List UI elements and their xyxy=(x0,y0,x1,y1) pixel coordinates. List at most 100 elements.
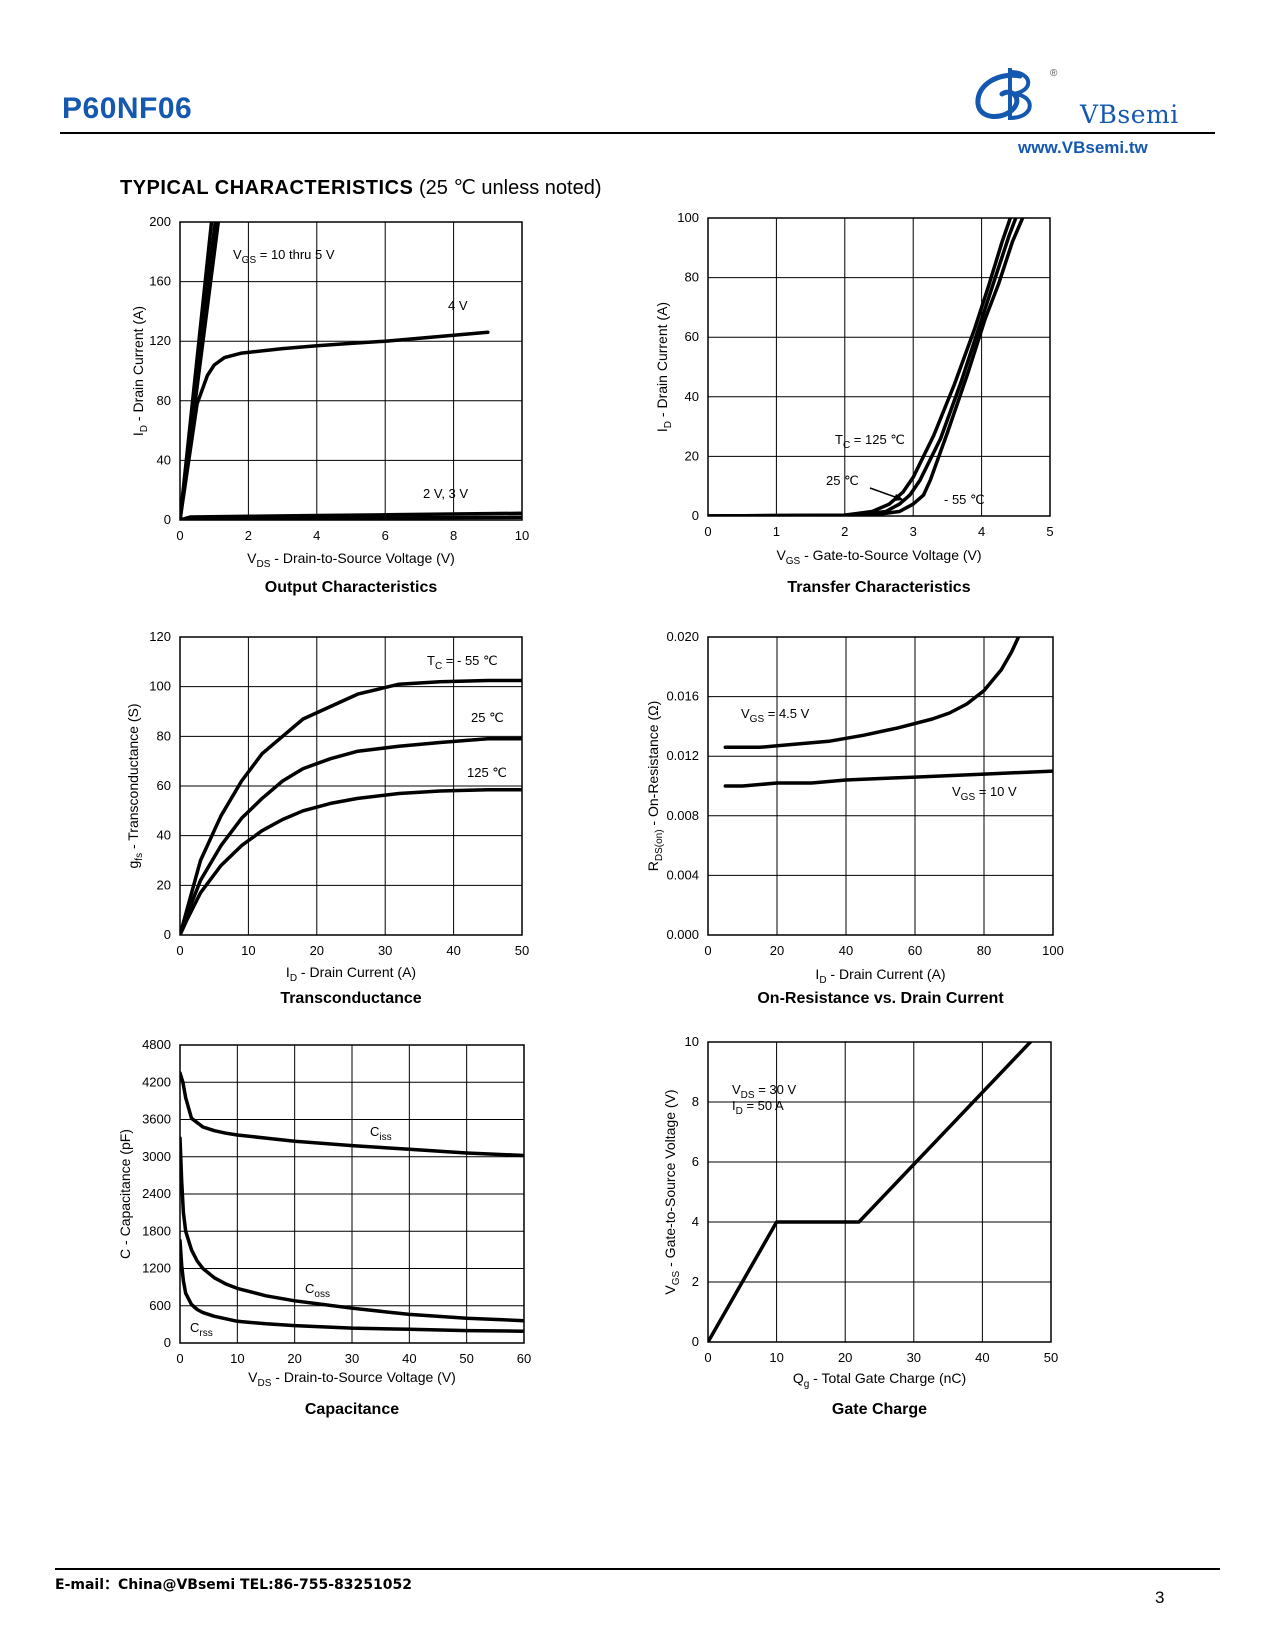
y-tick-label: 80 xyxy=(157,393,171,408)
plot-frame xyxy=(179,636,523,936)
y-tick-label: 3000 xyxy=(142,1149,171,1164)
x-tick-label: 20 xyxy=(310,943,324,958)
series-annotation: Coss xyxy=(305,1281,330,1300)
y-tick-label: 2 xyxy=(692,1274,699,1289)
y-tick-label: 200 xyxy=(149,214,171,229)
x-tick-label: 0 xyxy=(704,524,711,539)
plot-frame xyxy=(707,1041,1052,1343)
y-tick-label: 120 xyxy=(149,629,171,644)
series-line-2 xyxy=(180,1136,524,1323)
series-line-5 xyxy=(180,511,522,520)
y-tick-label: 0.016 xyxy=(666,689,699,704)
y-tick-label: 0.020 xyxy=(666,629,699,644)
page-number: 3 xyxy=(1155,1588,1165,1607)
series-annotation: ID = 50 A xyxy=(732,1098,784,1117)
y-tick-label: 0.000 xyxy=(666,927,699,942)
x-tick-label: 4 xyxy=(313,528,320,543)
y-tick-label: 120 xyxy=(149,333,171,348)
y-tick-label: 0 xyxy=(164,512,171,527)
y-tick-label: 0 xyxy=(692,508,699,523)
plot-frame xyxy=(707,217,1051,517)
section-title-rest: (25 ℃ unless noted) xyxy=(418,177,602,199)
series-annotation: 125 ℃ xyxy=(467,765,507,780)
series-line-6 xyxy=(180,515,522,520)
x-tick-label: 0 xyxy=(176,1351,183,1366)
series-line-1 xyxy=(180,1071,524,1158)
section-title-bold: TYPICAL CHARACTERISTICS xyxy=(120,177,414,199)
y-tick-label: 4800 xyxy=(142,1037,171,1052)
series-annotation: Crss xyxy=(190,1320,213,1339)
chart-title: Capacitance xyxy=(305,1401,399,1418)
vbsemi-logo: VBsemi ® xyxy=(975,66,1215,158)
section-title: TYPICAL CHARACTERISTICS (25 ℃ unless not… xyxy=(120,175,602,200)
x-tick-label: 40 xyxy=(402,1351,416,1366)
x-tick-label: 10 xyxy=(230,1351,244,1366)
x-tick-label: 20 xyxy=(287,1351,301,1366)
x-tick-label: 10 xyxy=(769,1350,783,1365)
x-tick-label: 2 xyxy=(841,524,848,539)
x-tick-label: 30 xyxy=(345,1351,359,1366)
registered-mark: ® xyxy=(1050,68,1058,79)
x-tick-label: 5 xyxy=(1046,524,1053,539)
y-axis-label: VGS - Gate-to-Source Voltage (V) xyxy=(662,1089,682,1294)
series-line-3 xyxy=(180,787,522,935)
x-tick-label: 4 xyxy=(978,524,985,539)
x-tick-label: 0 xyxy=(704,943,711,958)
x-tick-label: 3 xyxy=(910,524,917,539)
y-tick-label: 20 xyxy=(157,877,171,892)
x-axis-label: ID - Drain Current (A) xyxy=(815,966,945,986)
series-line-3 xyxy=(180,1238,524,1333)
x-tick-label: 0 xyxy=(176,528,183,543)
series-annotation: 2 V, 3 V xyxy=(423,486,468,501)
y-tick-label: 60 xyxy=(685,329,699,344)
plot-frame xyxy=(179,1044,525,1344)
x-axis-label: Qg - Total Gate Charge (nC) xyxy=(793,1370,966,1390)
y-tick-label: 2400 xyxy=(142,1186,171,1201)
chart-title: Transconductance xyxy=(280,990,421,1007)
x-tick-label: 30 xyxy=(378,943,392,958)
y-tick-label: 0 xyxy=(692,1334,699,1349)
x-tick-label: 0 xyxy=(176,943,183,958)
x-tick-label: 50 xyxy=(459,1351,473,1366)
x-tick-label: 0 xyxy=(704,1350,711,1365)
series-line-3 xyxy=(708,218,1025,516)
chart-title: Output Characteristics xyxy=(265,579,438,596)
y-tick-label: 80 xyxy=(157,728,171,743)
x-tick-label: 40 xyxy=(975,1350,989,1365)
chart-title: Gate Charge xyxy=(832,1401,927,1418)
series-annotation: 25 ℃ xyxy=(826,473,859,488)
y-tick-label: 600 xyxy=(149,1298,171,1313)
series-line-2 xyxy=(723,769,1053,788)
series-annotation: VDS = 30 V xyxy=(732,1082,796,1101)
series-line-2 xyxy=(708,218,1018,516)
x-tick-label: 1 xyxy=(773,524,780,539)
x-tick-label: 6 xyxy=(382,528,389,543)
website-link[interactable]: www.VBsemi.tw xyxy=(1018,138,1148,157)
series-annotation: TC = - 55 ℃ xyxy=(427,653,498,672)
plot-frame xyxy=(707,636,1054,936)
x-tick-label: 2 xyxy=(245,528,252,543)
y-tick-label: 0.012 xyxy=(666,748,699,763)
header-rule xyxy=(60,132,1215,134)
y-tick-label: 60 xyxy=(157,778,171,793)
y-tick-label: 0.008 xyxy=(666,808,699,823)
logo-text: VBsemi xyxy=(1080,100,1179,129)
x-tick-label: 50 xyxy=(1044,1350,1058,1365)
footer-contact: E-mail：China@VBsemi TEL:86-755-83251052 xyxy=(55,1577,412,1593)
y-tick-label: 100 xyxy=(149,679,171,694)
part-number: P60NF06 xyxy=(62,92,193,125)
y-tick-label: 3600 xyxy=(142,1112,171,1127)
footer-rule xyxy=(55,1568,1220,1570)
y-tick-label: 0 xyxy=(164,1335,171,1350)
y-tick-label: 4 xyxy=(692,1214,699,1229)
series-annotation: VGS = 4.5 V xyxy=(741,706,810,725)
series-line-1 xyxy=(723,637,1021,750)
y-axis-label: ID - Drain Current (A) xyxy=(654,302,674,432)
y-axis-label: C - Capacitance (pF) xyxy=(117,1129,133,1259)
y-tick-label: 20 xyxy=(685,448,699,463)
